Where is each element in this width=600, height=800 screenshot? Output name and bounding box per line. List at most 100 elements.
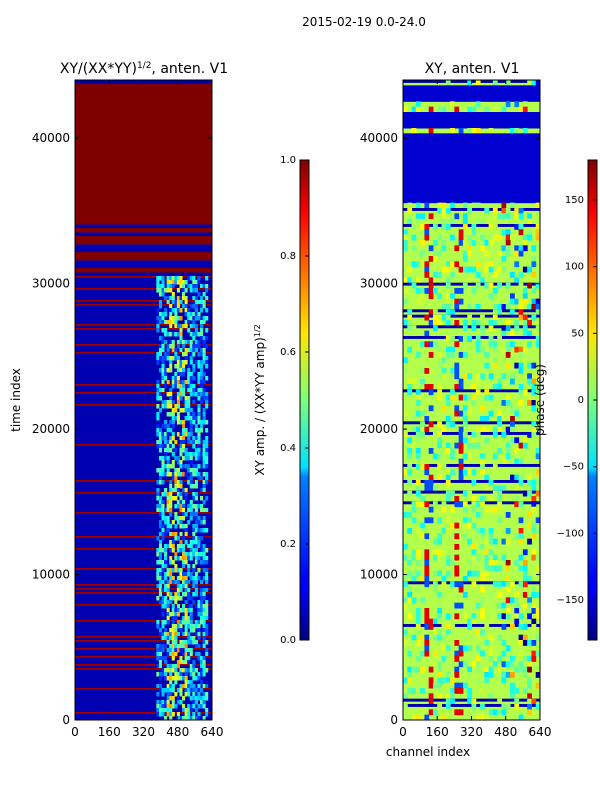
- left-heatmap-cell: [200, 696, 204, 701]
- right-heatmap-cell: [407, 202, 413, 209]
- right-heatmap-cell: [501, 106, 507, 113]
- left-heatmap-cell: [161, 576, 165, 581]
- left-heatmap-cell: [192, 416, 196, 421]
- left-heatmap-row: [75, 124, 212, 129]
- right-heatmap-cell: [432, 629, 438, 636]
- left-heatmap-row: [75, 236, 212, 241]
- right-heatmap-cell: [462, 533, 468, 540]
- left-heatmap-cell: [187, 564, 191, 569]
- left-heatmap-cell: [187, 504, 191, 509]
- right-heatmap-cell: [514, 277, 520, 284]
- right-heatmap-row: [403, 117, 540, 124]
- left-heatmap-cell: [179, 472, 183, 477]
- right-heatmap-cell: [488, 693, 494, 700]
- left-heatmap-cell: [182, 536, 186, 541]
- left-heatmap-cell: [184, 288, 188, 293]
- left-heatmap-row: [75, 212, 212, 217]
- left-heatmap-cell: [166, 320, 170, 325]
- right-heatmap-cell: [484, 666, 490, 673]
- left-heatmap-cell: [184, 552, 188, 557]
- right-heatmap-cell: [432, 538, 438, 545]
- left-heatmap-cell: [184, 416, 188, 421]
- left-heatmap-cell: [202, 452, 206, 457]
- right-heatmap-cell: [488, 645, 494, 652]
- left-heatmap-cell: [174, 404, 178, 409]
- left-heatmap-cell: [169, 716, 173, 720]
- left-heatmap-cell: [158, 552, 162, 557]
- right-heatmap-cell: [411, 325, 417, 332]
- right-heatmap-cell: [420, 576, 425, 582]
- left-heatmap-cell: [166, 708, 170, 713]
- left-heatmap-cell: [189, 544, 193, 549]
- right-heatmap-cell: [488, 506, 494, 513]
- right-heatmap-cell: [501, 586, 507, 593]
- right-heatmap-cell: [535, 309, 540, 316]
- right-heatmap-cell: [458, 650, 464, 657]
- left-heatmap-cell: [158, 660, 162, 665]
- right-heatmap-cell: [501, 640, 507, 646]
- left-heatmap-cell: [205, 420, 209, 425]
- right-heatmap-cell: [510, 213, 515, 220]
- right-heatmap-cell: [454, 522, 460, 529]
- left-heatmap-cell: [158, 544, 162, 549]
- right-heatmap-cell: [531, 400, 537, 406]
- left-heatmap-cell: [184, 560, 188, 565]
- right-heatmap-cell: [475, 570, 481, 577]
- left-heatmap-row: [75, 148, 212, 153]
- left-heatmap-cell: [192, 324, 196, 329]
- right-heatmap-cell: [437, 618, 443, 625]
- right-heatmap-cell: [467, 304, 472, 310]
- left-heatmap-cell: [192, 320, 196, 325]
- right-heatmap-cell: [488, 560, 494, 566]
- colorbar-tick-label: 0.0: [280, 635, 296, 646]
- right-heatmap-row: [403, 176, 540, 182]
- left-heatmap-cell: [161, 380, 165, 385]
- right-heatmap-cell: [475, 426, 481, 433]
- left-heatmap-cell: [169, 312, 173, 317]
- left-heatmap-cell: [192, 472, 196, 477]
- right-heatmap-cell: [505, 352, 511, 358]
- left-heatmap-cell: [184, 380, 188, 385]
- left-heatmap-cell: [166, 348, 170, 353]
- left-heatmap-cell: [192, 532, 196, 537]
- left-heatmap-cell: [158, 448, 162, 453]
- right-heatmap-cell: [522, 565, 528, 572]
- left-heatmap-cell: [184, 324, 188, 329]
- left-heatmap-cell: [179, 420, 183, 425]
- left-heatmap-cell: [176, 716, 180, 720]
- left-heatmap-cell: [184, 612, 188, 617]
- right-heatmap-cell: [488, 240, 494, 246]
- right-heatmap-cell: [488, 714, 494, 720]
- right-heatmap-row: [403, 90, 540, 97]
- left-heatmap-cell: [174, 316, 178, 321]
- left-heatmap-cell: [205, 328, 209, 333]
- left-heatmap-cell: [197, 520, 201, 525]
- right-heatmap-cell: [492, 320, 498, 326]
- right-heatmap-cell: [415, 608, 421, 614]
- left-heatmap-cell: [200, 672, 204, 677]
- right-heatmap-cell: [415, 250, 421, 257]
- left-heatmap-cell: [169, 324, 173, 329]
- right-heatmap-cell: [458, 602, 464, 609]
- right-heatmap-cell: [535, 634, 540, 641]
- left-heatmap-cell: [197, 608, 201, 613]
- right-heatmap-cell: [454, 613, 460, 620]
- left-heatmap-cell: [166, 688, 170, 693]
- left-heatmap-cell: [166, 496, 170, 501]
- left-heatmap-row: [75, 548, 212, 550]
- left-heatmap-cell: [182, 296, 186, 301]
- left-heatmap-cell: [202, 632, 206, 637]
- right-heatmap-cell: [462, 410, 468, 417]
- right-heatmap-cell: [480, 576, 485, 582]
- left-heatmap-cell: [194, 576, 198, 581]
- right-heatmap-cell: [441, 218, 447, 225]
- left-heatmap-cell: [202, 568, 206, 573]
- left-heatmap-cell: [169, 592, 173, 597]
- left-heatmap-cell: [189, 452, 193, 457]
- right-heatmap-cell: [484, 474, 490, 481]
- right-heatmap-cell: [403, 368, 408, 374]
- left-heatmap-cell: [189, 472, 193, 477]
- left-heatmap-cell: [156, 320, 160, 325]
- right-heatmap-cell: [450, 336, 455, 342]
- right-heatmap-cell: [454, 245, 460, 252]
